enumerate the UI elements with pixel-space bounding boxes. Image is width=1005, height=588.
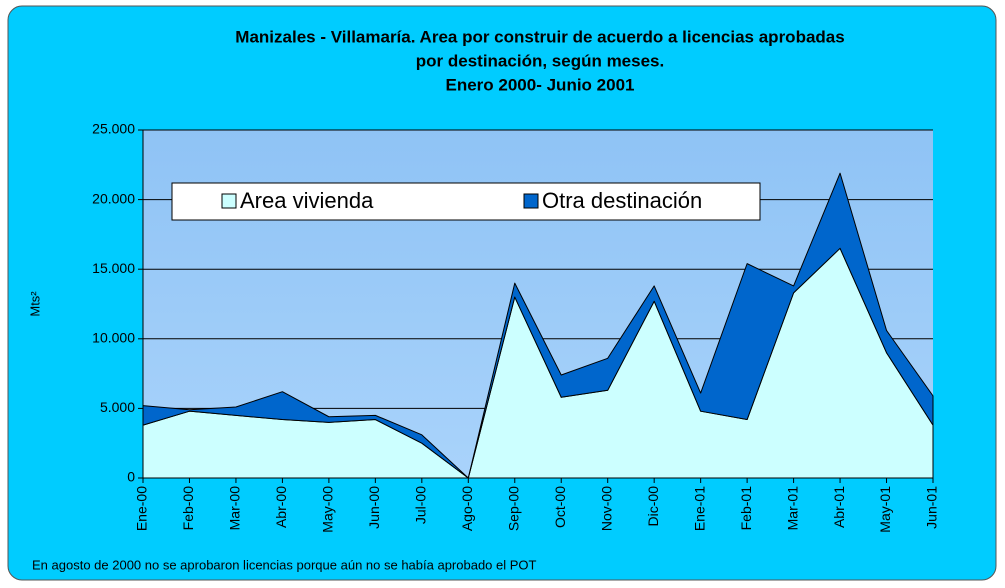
y-tick-label: 25.000: [92, 121, 135, 137]
chart-title: Manizales - Villamaría. Area por constru…: [235, 27, 844, 46]
area: [142, 172, 934, 479]
x-tick-label: Sep-00: [505, 486, 521, 531]
x-tick-label: Nov-00: [598, 486, 614, 531]
footnote: En agosto de 2000 no se aprobaron licenc…: [32, 557, 537, 572]
y-tick-label: 20.000: [92, 190, 135, 206]
x-tick-label: Ene-01: [691, 486, 707, 531]
legend-label: Area vivienda: [240, 188, 374, 213]
y-axis-label: Mts²: [27, 291, 42, 317]
x-tick-label: May-00: [320, 486, 336, 533]
chart-title: por destinación, según meses.: [416, 51, 664, 70]
x-tick-label: Feb-01: [738, 486, 754, 531]
x-tick-label: Abr-01: [831, 486, 847, 528]
x-tick-label: Oct-00: [552, 486, 568, 528]
x-tick-label: Mar-00: [227, 486, 243, 531]
x-tick-label: Feb-00: [180, 486, 196, 531]
legend-swatch: [221, 193, 237, 209]
x-tick-label: May-01: [877, 486, 893, 533]
x-tick-label: Abr-00: [273, 486, 289, 528]
legend-swatch: [523, 193, 539, 209]
legend: [171, 182, 761, 221]
y-tick-label: 0: [127, 469, 135, 485]
chart-title: Enero 2000- Junio 2001: [446, 75, 635, 94]
y-tick-label: 10.000: [92, 330, 135, 346]
y-tick-label: 5.000: [100, 399, 135, 415]
legend-label: Otra destinación: [542, 188, 702, 213]
x-tick-label: Jul-00: [413, 486, 429, 524]
x-tick-label: Mar-01: [784, 486, 800, 531]
x-tick-label: Jun-01: [924, 486, 940, 529]
x-tick-label: Ene-00: [134, 486, 150, 531]
x-tick-label: Ago-00: [459, 486, 475, 531]
x-tick-label: Dic-00: [645, 486, 661, 527]
title: Manizales - Villamaría. Area por constru…: [235, 27, 844, 94]
x-tick-label: Jun-00: [366, 486, 382, 529]
y-tick-label: 15.000: [92, 260, 135, 276]
